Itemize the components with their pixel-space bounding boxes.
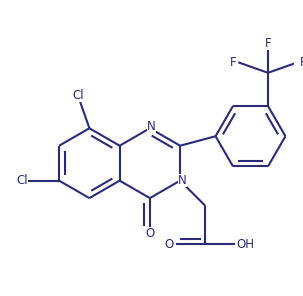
Text: F: F <box>265 36 271 49</box>
Text: N: N <box>178 174 187 187</box>
Text: F: F <box>230 56 236 69</box>
Text: O: O <box>145 227 155 240</box>
Text: Cl: Cl <box>72 89 84 102</box>
Text: O: O <box>164 238 173 251</box>
Text: F: F <box>299 56 303 69</box>
Text: OH: OH <box>237 238 255 251</box>
Text: N: N <box>147 120 156 133</box>
Text: Cl: Cl <box>16 174 28 187</box>
